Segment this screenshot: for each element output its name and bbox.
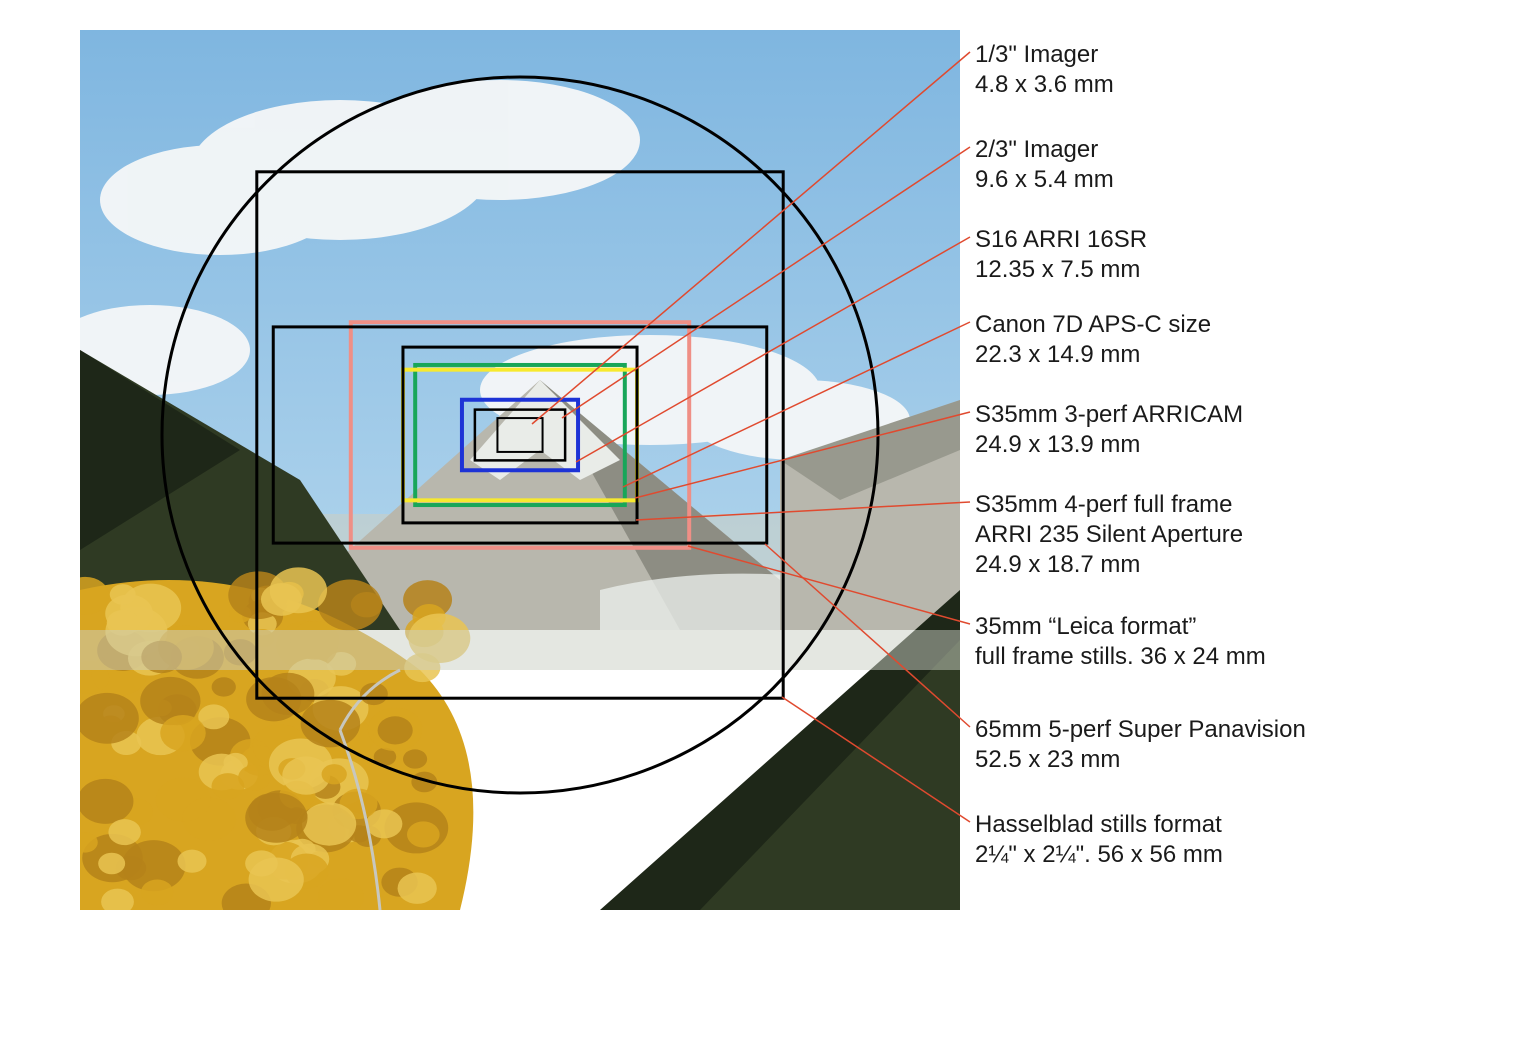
label-s35-4perf-line1: S35mm 4-perf full frame: [975, 490, 1243, 520]
label-hasselblad: Hasselblad stills format2¼" x 2¼". 56 x …: [975, 810, 1223, 870]
label-imager-2-3: 2/3" Imager9.6 x 5.4 mm: [975, 135, 1114, 195]
label-s35-3perf: S35mm 3-perf ARRICAM24.9 x 13.9 mm: [975, 400, 1243, 460]
labels-column: 1/3" Imager4.8 x 3.6 mm 2/3" Imager9.6 x …: [0, 0, 1536, 1038]
label-hasselblad-line1: Hasselblad stills format: [975, 810, 1223, 840]
label-s35-4perf: S35mm 4-perf full frameARRI 235 Silent A…: [975, 490, 1243, 580]
label-imager-1-3-line1: 1/3" Imager: [975, 40, 1114, 70]
label-apsc: Canon 7D APS-C size22.3 x 14.9 mm: [975, 310, 1211, 370]
label-imager-2-3-line1: 2/3" Imager: [975, 135, 1114, 165]
label-s35-4perf-line2: ARRI 235 Silent Aperture: [975, 520, 1243, 550]
label-panavision65-line2: 52.5 x 23 mm: [975, 745, 1306, 775]
label-s16-line1: S16 ARRI 16SR: [975, 225, 1147, 255]
label-imager-2-3-line2: 9.6 x 5.4 mm: [975, 165, 1114, 195]
label-imager-1-3: 1/3" Imager4.8 x 3.6 mm: [975, 40, 1114, 100]
label-s35-3perf-line2: 24.9 x 13.9 mm: [975, 430, 1243, 460]
label-apsc-line1: Canon 7D APS-C size: [975, 310, 1211, 340]
label-leica35-line2: full frame stills. 36 x 24 mm: [975, 642, 1266, 672]
label-s35-3perf-line1: S35mm 3-perf ARRICAM: [975, 400, 1243, 430]
label-leica35-line1: 35mm “Leica format”: [975, 612, 1266, 642]
label-s16: S16 ARRI 16SR12.35 x 7.5 mm: [975, 225, 1147, 285]
label-imager-1-3-line2: 4.8 x 3.6 mm: [975, 70, 1114, 100]
label-panavision65: 65mm 5-perf Super Panavision52.5 x 23 mm: [975, 715, 1306, 775]
label-apsc-line2: 22.3 x 14.9 mm: [975, 340, 1211, 370]
label-s35-4perf-line3: 24.9 x 18.7 mm: [975, 550, 1243, 580]
label-hasselblad-line2: 2¼" x 2¼". 56 x 56 mm: [975, 840, 1223, 870]
label-panavision65-line1: 65mm 5-perf Super Panavision: [975, 715, 1306, 745]
label-s16-line2: 12.35 x 7.5 mm: [975, 255, 1147, 285]
stage: 1/3" Imager4.8 x 3.6 mm 2/3" Imager9.6 x …: [0, 0, 1536, 1038]
label-leica35: 35mm “Leica format”full frame stills. 36…: [975, 612, 1266, 672]
